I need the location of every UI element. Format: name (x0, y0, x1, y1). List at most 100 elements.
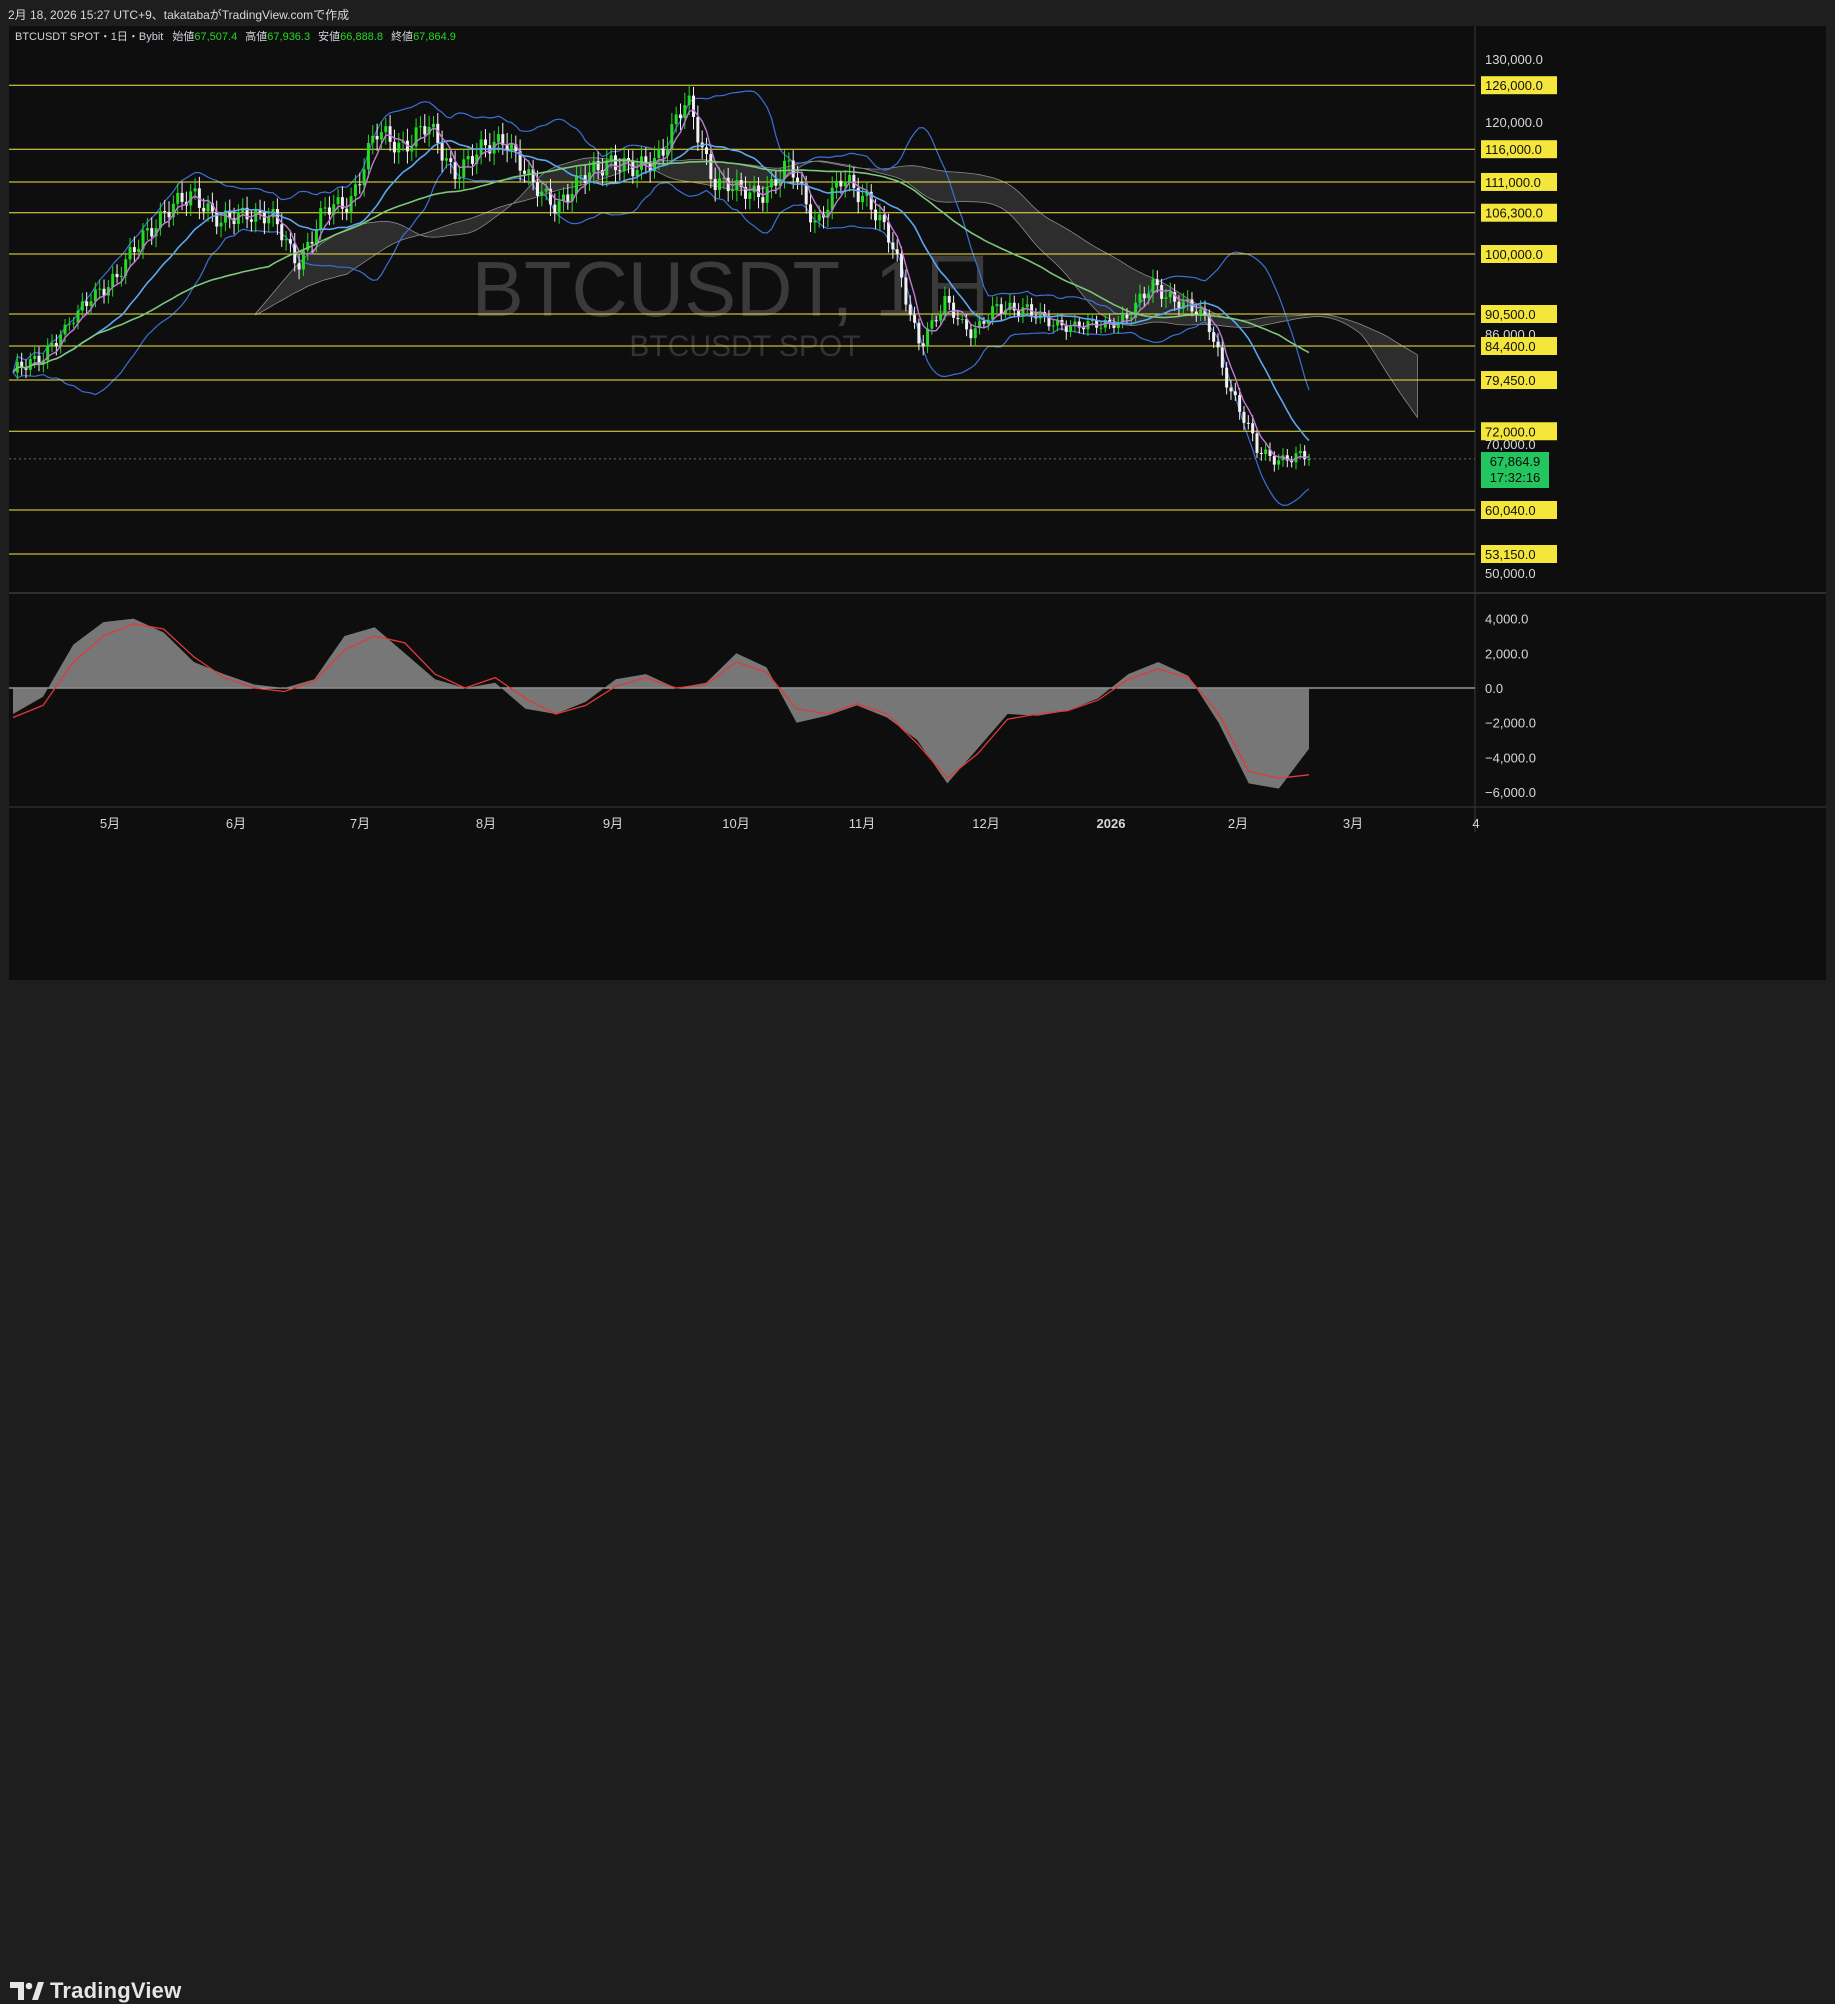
candle-up (930, 320, 934, 329)
candle-up (1069, 326, 1073, 332)
candle-up (748, 192, 752, 199)
candle-down (856, 187, 860, 203)
candle-up (462, 159, 466, 178)
candle-down (713, 179, 717, 191)
level-tag-bg (1481, 203, 1557, 222)
candle-up (1008, 302, 1012, 311)
candle-up (171, 203, 175, 218)
candle-up (80, 301, 84, 311)
price-tick-label: 50,000.0 (1485, 566, 1536, 581)
candle-up (991, 306, 995, 320)
ma-mid-line (55, 139, 1310, 442)
level-tag-label: 84,400.0 (1485, 339, 1536, 354)
candle-up (861, 195, 865, 203)
candle-up (1277, 460, 1281, 465)
candle-down (358, 184, 362, 186)
time-tick-label: 3月 (1343, 816, 1363, 831)
candle-up (158, 211, 162, 229)
candle-up (579, 175, 583, 177)
candle-down (436, 123, 440, 143)
candle-up (787, 160, 791, 162)
candle-up (973, 328, 977, 339)
candle-up (63, 324, 67, 335)
candle-down (163, 211, 167, 213)
price-tick-label: 130,000.0 (1485, 52, 1543, 67)
level-tag-bg (1481, 172, 1557, 191)
candle-down (1255, 433, 1259, 453)
candle-up (540, 191, 544, 196)
candle-down (921, 343, 925, 347)
candle-up (28, 359, 32, 370)
candle-up (570, 193, 574, 202)
candle-down (440, 142, 444, 161)
price-tick-label: 120,000.0 (1485, 115, 1543, 130)
candle-down (761, 197, 765, 203)
candle-up (722, 177, 726, 179)
candle-up (466, 156, 470, 160)
candle-up (1056, 319, 1060, 326)
candle-up (1307, 458, 1311, 460)
candle-down (809, 204, 813, 223)
candle-down (167, 211, 171, 218)
watermark-title: BTCUSDT, 1日 (472, 245, 996, 333)
candle-up (267, 217, 271, 224)
candle-down (553, 204, 557, 214)
legend-low: 66,888.8 (340, 31, 383, 43)
candle-up (995, 304, 999, 307)
chart-area[interactable]: BTCUSDT, 1日 BTCUSDT SPOT BTCUSDT SPOT・1日… (9, 26, 1826, 980)
candle-down (726, 177, 730, 192)
candle-down (180, 192, 184, 202)
candle-up (1121, 315, 1125, 323)
candle-down (535, 181, 539, 196)
candle-up (657, 149, 661, 159)
level-tag-label: 90,500.0 (1485, 307, 1536, 322)
candle-up (241, 207, 245, 213)
candle-up (154, 228, 158, 237)
candle-down (310, 242, 314, 244)
time-tick-label: 10月 (722, 816, 749, 831)
candle-up (978, 321, 982, 329)
chart-svg[interactable]: BTCUSDT, 1日 BTCUSDT SPOT BTCUSDT SPOT・1日… (9, 26, 1826, 980)
candle-up (223, 210, 227, 223)
level-tag-label: 72,000.0 (1485, 424, 1536, 439)
candle-down (1272, 456, 1276, 465)
candle-down (1142, 293, 1146, 299)
candle-up (219, 222, 223, 227)
candle-down (999, 304, 1003, 314)
candle-down (1268, 449, 1272, 457)
candle-down (900, 254, 904, 278)
candle-down (1220, 347, 1224, 368)
candle-up (557, 201, 561, 214)
candle-down (744, 187, 748, 199)
candle-down (132, 247, 136, 253)
candle-up (306, 242, 310, 251)
candle-up (1025, 304, 1029, 308)
candle-down (631, 161, 635, 177)
candle-up (254, 209, 258, 222)
candle-up (765, 187, 769, 203)
candle-up (371, 135, 375, 143)
candle-down (596, 161, 600, 171)
candle-down (249, 219, 253, 222)
candle-up (1164, 297, 1168, 299)
candle-down (505, 145, 509, 151)
candle-up (111, 273, 115, 288)
candle-down (566, 194, 570, 202)
time-tick-label: 9月 (603, 816, 623, 831)
candle-up (397, 142, 401, 153)
candle-up (635, 169, 639, 177)
candle-down (1290, 460, 1294, 463)
candle-down (1017, 310, 1021, 317)
candle-up (323, 207, 327, 209)
candle-down (258, 209, 262, 213)
candle-up (1021, 307, 1025, 317)
legend-high-label: 高値 (245, 29, 267, 43)
bollinger-lower-band (12, 163, 1310, 507)
candle-down (20, 361, 24, 368)
tradingview-brand[interactable]: TradingView (10, 1978, 181, 2004)
candle-down (956, 317, 960, 320)
current-price-countdown: 17:32:16 (1490, 470, 1541, 485)
candle-up (939, 313, 943, 321)
candle-down (1077, 321, 1081, 328)
candle-up (479, 139, 483, 155)
